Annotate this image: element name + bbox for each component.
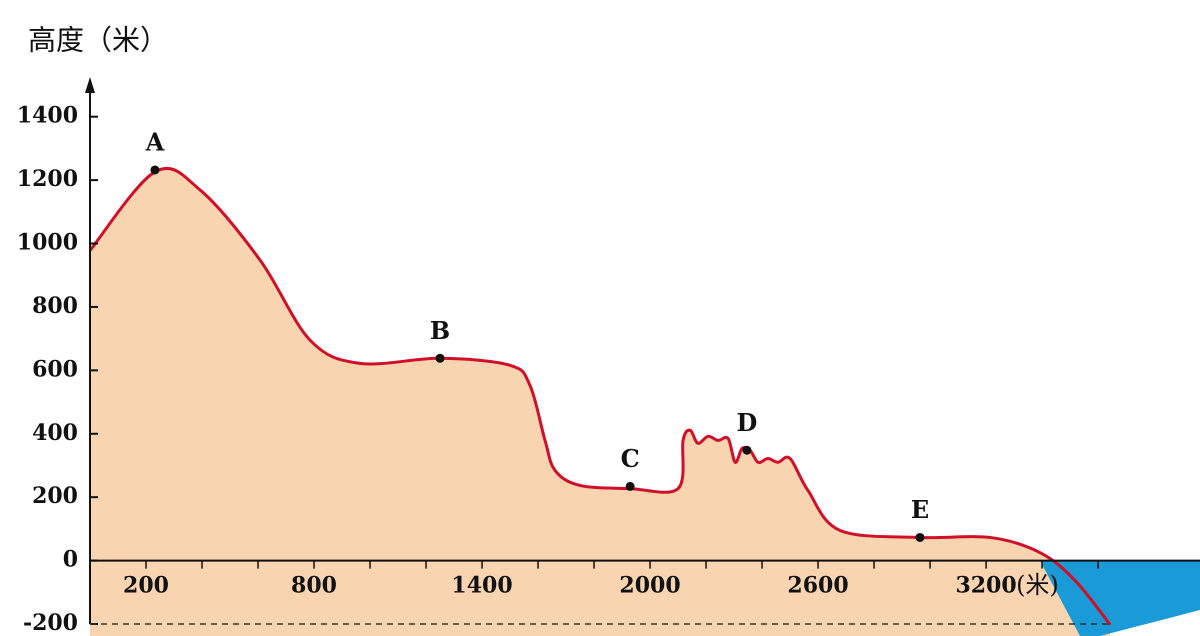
point bbox=[435, 353, 445, 363]
x-tick-label: 3200 bbox=[955, 573, 1016, 599]
point-label: C bbox=[621, 444, 640, 473]
sea bbox=[1040, 560, 1200, 636]
y-tick-label: 0 bbox=[63, 547, 78, 573]
y-axis-label: 高度（米） bbox=[28, 24, 168, 57]
y-tick-label: -200 bbox=[23, 610, 78, 636]
point bbox=[742, 445, 752, 455]
y-tick-label: 600 bbox=[32, 356, 78, 382]
point-label: D bbox=[737, 408, 758, 437]
point-label: E bbox=[911, 495, 929, 524]
point bbox=[625, 481, 635, 491]
x-tick-label: 200 bbox=[123, 573, 169, 599]
y-tick-label: 1400 bbox=[17, 103, 78, 129]
y-axis-arrow bbox=[85, 77, 95, 93]
point bbox=[915, 532, 925, 542]
terrain-fill bbox=[90, 168, 1111, 636]
y-tick-label: 1000 bbox=[17, 230, 78, 256]
x-tick-label: 1400 bbox=[451, 573, 512, 599]
y-tick-label: 800 bbox=[32, 293, 78, 319]
y-tick-label: 400 bbox=[32, 420, 78, 446]
point-label: A bbox=[145, 127, 165, 156]
x-axis-label: (米) bbox=[1016, 571, 1059, 599]
point bbox=[150, 165, 160, 175]
y-tick-label: 200 bbox=[32, 483, 78, 509]
x-tick-label: 800 bbox=[291, 573, 337, 599]
x-tick-label: 2600 bbox=[787, 573, 848, 599]
x-tick-label: 2000 bbox=[619, 573, 680, 599]
terrain-line bbox=[88, 166, 1112, 626]
point-label: B bbox=[430, 316, 450, 345]
y-tick-label: 1200 bbox=[17, 166, 78, 192]
